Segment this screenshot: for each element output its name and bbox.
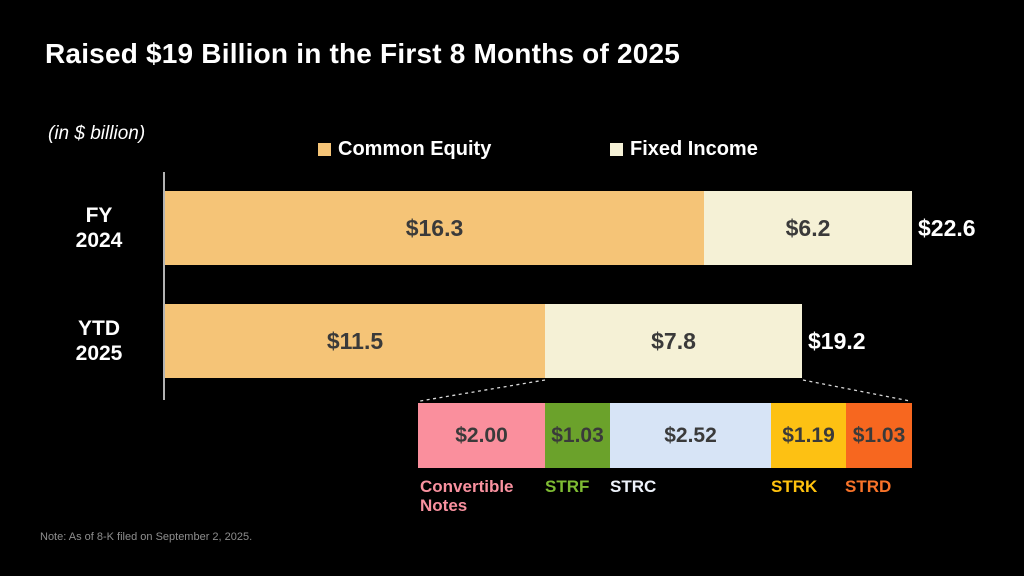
bar-ytd2025-fixed-income: $7.8	[545, 304, 802, 378]
bar-value-ytd2025-common-equity: $11.5	[326, 327, 384, 354]
breakdown-label-convertible-line2: Notes	[420, 496, 468, 515]
breakdown-value-convertible-notes: $2.00	[455, 423, 508, 447]
bar-ytd2025-common-equity: $11.5	[165, 304, 545, 378]
breakdown-seg-strc: $2.52	[610, 403, 771, 468]
units-note: (in $ billion)	[48, 123, 146, 144]
breakdown-label-convertible-line1: Convertible	[420, 477, 514, 496]
breakdown-seg-strk: $1.19	[771, 403, 846, 468]
y-axis-line	[163, 172, 165, 400]
bar-value-fy2024-fixed-income: $6.2	[785, 214, 831, 241]
bar-fy2024-common-equity: $16.3	[165, 191, 704, 265]
connector-line-right	[802, 379, 911, 402]
connector-line-left	[419, 379, 546, 402]
breakdown-value-strf: $1.03	[551, 423, 604, 447]
breakdown-seg-strd: $1.03	[846, 403, 912, 468]
common-equity-swatch-icon	[318, 142, 331, 156]
total-label-fy2024: $22.6	[918, 214, 976, 241]
breakdown-value-strd: $1.03	[852, 423, 906, 447]
fixed-income-swatch-icon	[610, 142, 623, 156]
legend-label-common-equity: Common Equity	[338, 137, 492, 160]
breakdown-label-strd: STRD	[845, 477, 892, 496]
category-label-fy2024-line1: FY	[85, 204, 113, 227]
category-label-fy2024-line2: 2024	[75, 229, 123, 252]
breakdown-seg-strf: $1.03	[545, 403, 610, 468]
category-label-ytd2025: YTD 2025	[40, 316, 158, 366]
category-label-ytd2025-line2: 2025	[75, 342, 123, 365]
category-label-ytd2025-line1: YTD	[78, 317, 120, 340]
breakdown-label-strf: STRF	[545, 477, 590, 496]
footnote: Note: As of 8-K filed on September 2, 20…	[40, 531, 253, 543]
breakdown-value-strc: $2.52	[664, 423, 717, 447]
breakdown-value-strk: $1.19	[782, 423, 835, 447]
breakdown-label-strk: STRK	[771, 477, 818, 496]
breakdown-label-convertible-notes: Convertible Notes	[420, 477, 540, 515]
bar-fy2024-fixed-income: $6.2	[704, 191, 912, 265]
legend-item-fixed-income: Fixed Income	[610, 137, 758, 160]
breakdown-seg-convertible-notes: $2.00	[418, 403, 545, 468]
bar-value-ytd2025-fixed-income: $7.8	[651, 327, 696, 354]
bar-value-fy2024-common-equity: $16.3	[405, 214, 464, 241]
total-label-ytd2025: $19.2	[808, 327, 866, 354]
page-title: Raised $19 Billion in the First 8 Months…	[45, 38, 681, 69]
legend-label-fixed-income: Fixed Income	[630, 137, 758, 160]
breakdown-label-strc: STRC	[610, 477, 657, 496]
category-label-fy2024: FY 2024	[40, 203, 158, 253]
legend-item-common-equity: Common Equity	[318, 137, 492, 160]
